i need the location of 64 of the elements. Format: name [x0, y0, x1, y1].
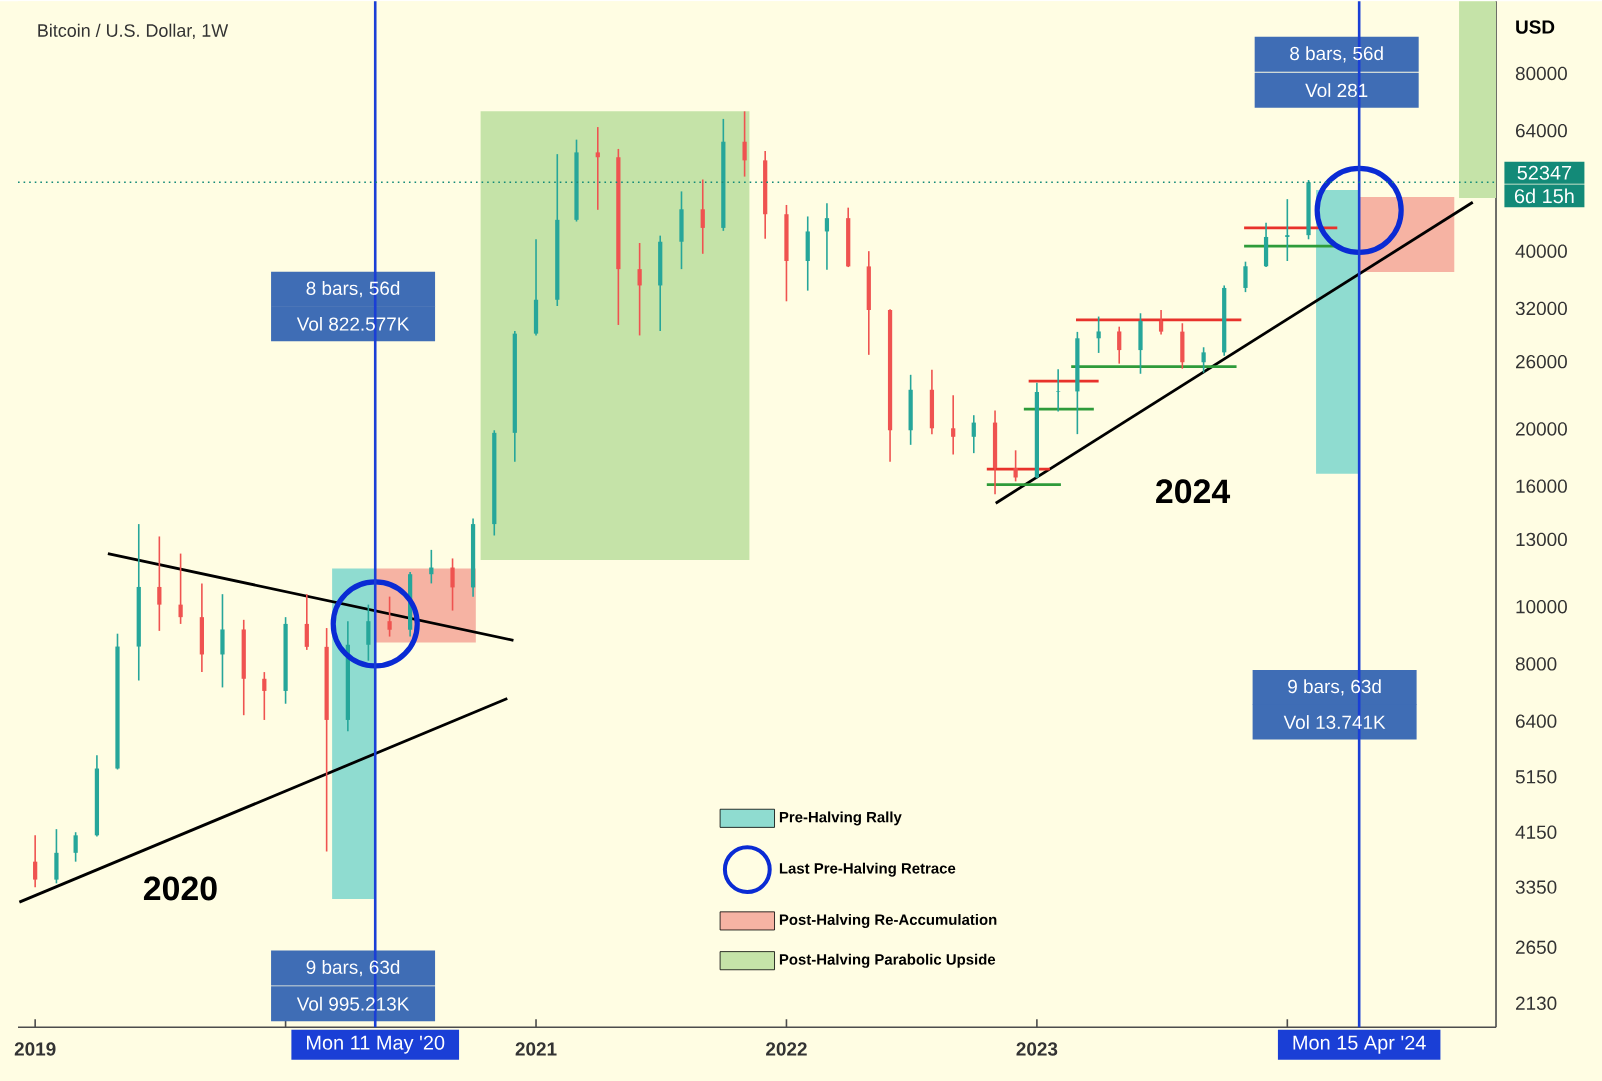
y-tick-label: 32000 — [1515, 301, 1567, 315]
text: Bitcoin / U.S. Dollar, 1W — [38, 23, 229, 39]
y-tick-label: 5150 — [1515, 770, 1557, 784]
candlestick — [304, 593, 309, 651]
y-tick-label: 64000 — [1516, 123, 1567, 138]
candlestick — [1201, 346, 1206, 374]
candlestick — [700, 178, 705, 255]
candlestick — [1285, 198, 1290, 262]
candlestick — [971, 414, 976, 454]
x-tick-label: 2019 — [14, 1042, 56, 1056]
legend-label: Pre-Halving Rally — [779, 811, 902, 826]
y-tick-label: 3350 — [1515, 880, 1557, 894]
y-tick-label: 16000 — [1516, 479, 1567, 493]
annotation: Vol 13.741K — [1283, 714, 1386, 729]
candlestick — [157, 535, 162, 632]
x-tick-label: 2023 — [1016, 1042, 1058, 1056]
candlestick — [742, 110, 747, 178]
y-tick-label: 2130 — [1515, 996, 1557, 1010]
y-tick-label: 8000 — [1515, 657, 1557, 671]
annotation: 6d 15h — [1514, 188, 1574, 204]
candlestick — [178, 552, 183, 625]
candlestick — [33, 834, 38, 888]
candlestick — [73, 831, 78, 863]
y-tick-label: 6400 — [1516, 714, 1557, 728]
legend-label: Last Pre-Halving Retrace — [779, 862, 956, 877]
annotation: 2024 — [1156, 479, 1231, 504]
candlestick — [1117, 325, 1122, 365]
candlestick — [387, 595, 392, 638]
x-tick-label: 2022 — [766, 1042, 807, 1056]
y-axis-title: USD — [1516, 20, 1555, 34]
annotation: Vol 281 — [1305, 83, 1368, 97]
candlestick — [1158, 309, 1164, 336]
annotation: Vol 822.577K — [296, 316, 410, 331]
ref-line-label: Mon 15 Apr '24 — [1293, 1035, 1426, 1054]
legend-label: Post-Halving Re-Accumulation — [779, 913, 997, 928]
y-tick-label: 20000 — [1515, 422, 1567, 436]
legend-label: Post-Halving Parabolic Upside — [779, 953, 996, 968]
candlestick — [1096, 315, 1101, 354]
candlestick — [1056, 368, 1061, 413]
candlestick — [450, 557, 455, 612]
y-tick-label: 40000 — [1515, 244, 1567, 258]
annotation: 8 bars, 56d — [306, 280, 400, 298]
annotation: 2020 — [143, 876, 217, 901]
y-tick-label: 26000 — [1515, 354, 1567, 369]
candlestick — [951, 394, 956, 456]
annotation: 8 bars, 56d — [1290, 46, 1383, 63]
ref-line-label: Mon 11 May '20 — [307, 1035, 445, 1054]
candlestick — [637, 242, 642, 337]
candlestick — [595, 126, 600, 211]
candlestick — [366, 603, 371, 662]
ref-line-label: 52347 — [1517, 165, 1572, 180]
annotation: Vol 995.213K — [296, 996, 410, 1011]
candlestick — [1013, 449, 1018, 483]
candlestick — [1243, 260, 1248, 293]
y-tick-label: 10000 — [1516, 599, 1567, 614]
annotation: 9 bars, 63d — [1288, 679, 1381, 696]
y-tick-label: 2650 — [1515, 940, 1557, 954]
y-tick-label: 13000 — [1516, 532, 1567, 546]
candlestick — [262, 671, 267, 721]
candlestick — [824, 202, 830, 271]
y-tick-label: 4150 — [1515, 825, 1557, 839]
annotation: 9 bars, 63d — [306, 959, 400, 977]
y-tick-label: 80000 — [1515, 66, 1567, 80]
x-tick-label: 2021 — [515, 1042, 557, 1056]
